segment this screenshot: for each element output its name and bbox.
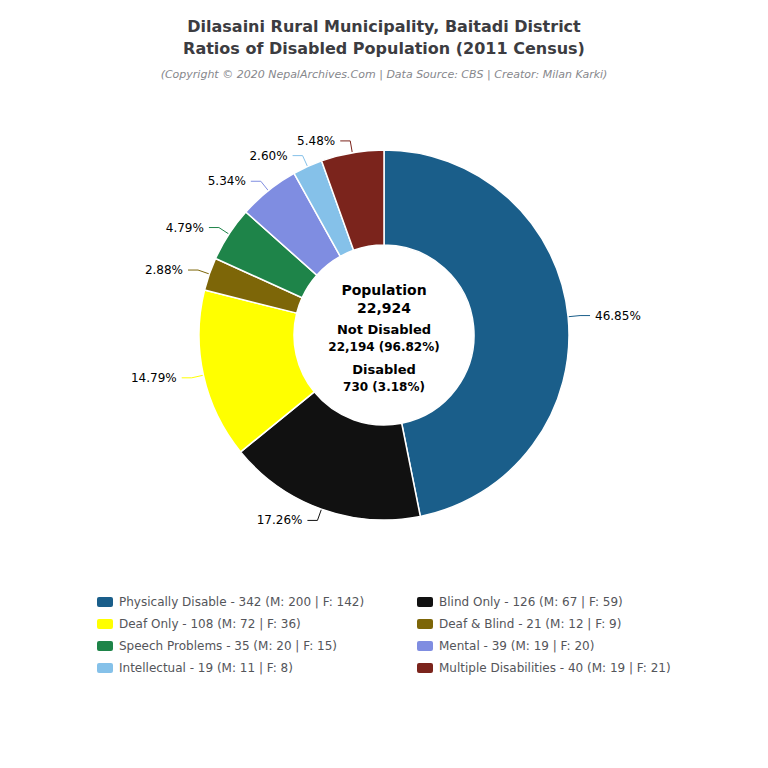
svg-text:Deaf Only - 108 (M: 72 | F: 36: Deaf Only - 108 (M: 72 | F: 36) bbox=[119, 617, 301, 631]
svg-text:(Copyright © 2020 NepalArchive: (Copyright © 2020 NepalArchives.Com | Da… bbox=[161, 68, 608, 81]
svg-text:2.88%: 2.88% bbox=[145, 263, 183, 277]
svg-text:Multiple Disabilities - 40 (M:: Multiple Disabilities - 40 (M: 19 | F: 2… bbox=[439, 661, 671, 675]
svg-text:46.85%: 46.85% bbox=[595, 309, 641, 323]
svg-text:Blind Only - 126 (M: 67 | F: 5: Blind Only - 126 (M: 67 | F: 59) bbox=[439, 595, 623, 609]
svg-text:17.26%: 17.26% bbox=[257, 513, 303, 527]
svg-text:Disabled: Disabled bbox=[352, 362, 416, 377]
svg-text:5.48%: 5.48% bbox=[297, 134, 335, 148]
svg-text:14.79%: 14.79% bbox=[131, 371, 177, 385]
svg-text:22,924: 22,924 bbox=[357, 300, 411, 316]
svg-text:Intellectual - 19 (M: 11 | F:: Intellectual - 19 (M: 11 | F: 8) bbox=[119, 661, 293, 675]
svg-text:Not Disabled: Not Disabled bbox=[337, 322, 431, 337]
svg-text:730 (3.18%): 730 (3.18%) bbox=[343, 380, 425, 394]
svg-text:Dilasaini Rural Municipality,: Dilasaini Rural Municipality, Baitadi Di… bbox=[187, 17, 581, 36]
svg-text:Ratios of Disabled Population: Ratios of Disabled Population (2011 Cens… bbox=[183, 39, 585, 58]
svg-text:Physically Disable - 342 (M: 2: Physically Disable - 342 (M: 200 | F: 14… bbox=[119, 595, 364, 609]
svg-text:Speech Problems - 35 (M: 20 |: Speech Problems - 35 (M: 20 | F: 15) bbox=[119, 639, 337, 653]
svg-text:22,194 (96.82%): 22,194 (96.82%) bbox=[328, 340, 439, 354]
svg-text:4.79%: 4.79% bbox=[166, 221, 204, 235]
svg-text:Mental - 39 (M: 19 | F: 20): Mental - 39 (M: 19 | F: 20) bbox=[439, 639, 594, 653]
svg-text:2.60%: 2.60% bbox=[249, 149, 287, 163]
svg-text:Population: Population bbox=[341, 282, 426, 298]
svg-text:Deaf & Blind - 21 (M: 12 | F:: Deaf & Blind - 21 (M: 12 | F: 9) bbox=[439, 617, 621, 631]
svg-text:5.34%: 5.34% bbox=[208, 174, 246, 188]
